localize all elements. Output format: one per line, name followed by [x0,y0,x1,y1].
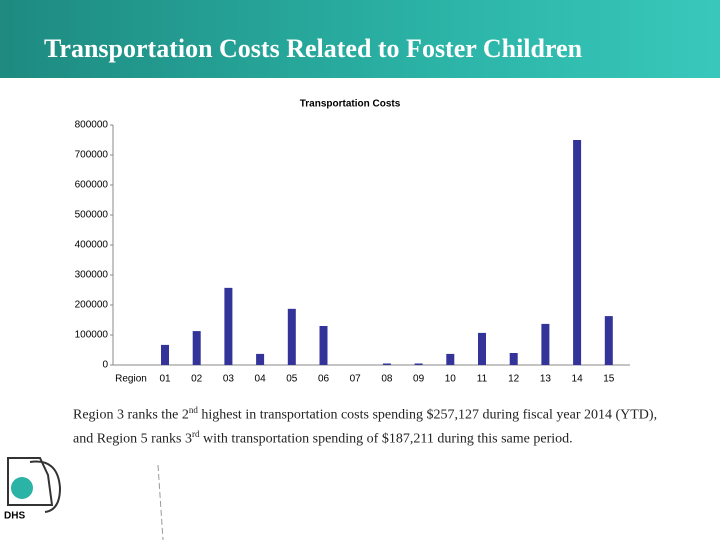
bar [287,308,296,365]
y-tick-label: 200000 [75,300,109,311]
bar [573,140,582,365]
caption-text: Region 3 ranks the 2 [73,407,189,423]
y-tick-label: 700000 [75,150,109,161]
x-tick-label: 06 [318,374,330,385]
decoration [157,464,164,540]
header-band [0,0,720,78]
chart-title: Transportation Costs [300,99,401,110]
x-tick-label: 13 [540,374,552,385]
y-tick-label: 300000 [75,270,109,281]
caption-text: highest in transportation costs spending… [73,407,658,447]
bar [256,353,265,365]
y-tick-label: 400000 [75,240,109,251]
x-tick-label: 02 [191,374,203,385]
slide-title: Transportation Costs Related to Foster C… [44,34,583,63]
x-axis-label: Region [115,374,147,385]
y-tick-label: 800000 [75,120,109,131]
bar [224,287,233,365]
x-tick-label: 07 [350,374,362,385]
x-tick-label: 08 [381,374,393,385]
x-tick-label: 01 [159,374,171,385]
logo-text: DHS [4,511,25,522]
x-tick-label: 11 [477,374,488,385]
x-tick-label: 05 [286,374,298,385]
logo: DHS [4,457,62,522]
bar [446,353,455,365]
y-tick-label: 0 [102,360,108,371]
caption-text: with transportation spending of $187,211… [199,431,573,447]
caption: Region 3 ranks the 2nd highest in transp… [73,401,673,448]
x-tick-label: 04 [255,374,267,385]
bar [161,344,169,365]
x-tick-label: 15 [603,374,615,385]
caption-sup: rd [191,428,200,439]
bar [478,332,486,365]
y-tick-label: 100000 [75,330,109,341]
y-tick-label: 600000 [75,180,109,191]
x-tick-label: 03 [223,374,235,385]
x-tick-label: 09 [413,374,425,385]
bar [509,353,518,365]
bar [414,363,423,365]
bar [192,331,201,365]
x-tick-label: 12 [508,374,520,385]
bar [382,363,391,365]
x-tick-label: 10 [445,374,457,385]
bar [541,323,550,365]
bar [319,326,328,365]
x-tick-label: 14 [572,374,584,385]
caption-sup: nd [188,405,198,415]
y-tick-label: 500000 [75,210,109,221]
bar [604,316,613,365]
